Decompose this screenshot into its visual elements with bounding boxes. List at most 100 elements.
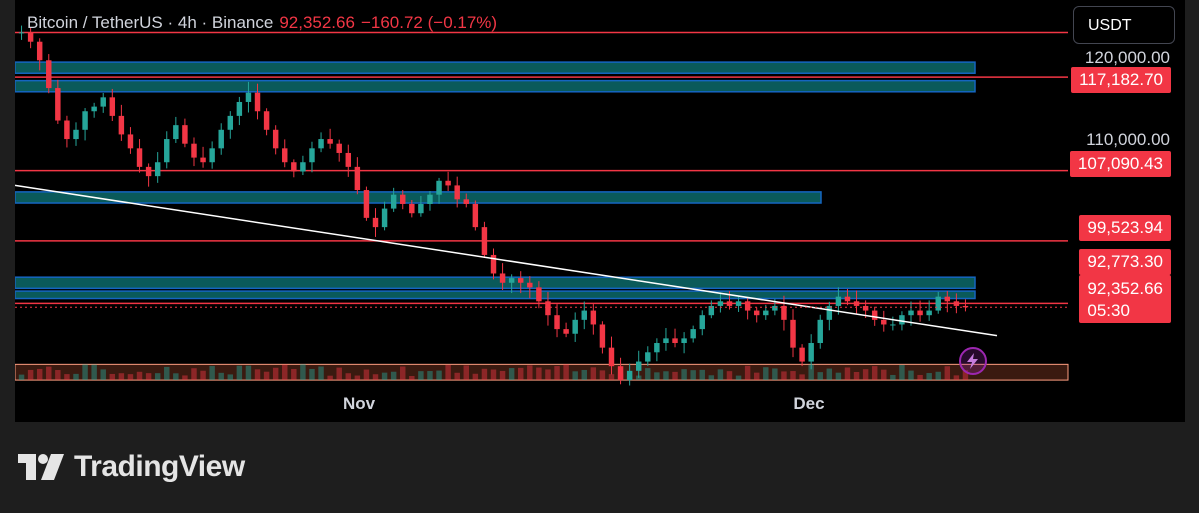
volume-bar	[345, 373, 352, 380]
candle-body	[182, 125, 188, 144]
volume-bar	[100, 369, 106, 380]
volume-bar	[690, 370, 696, 380]
candle-body	[100, 97, 106, 107]
volume-bar	[263, 371, 270, 380]
x-axis-tick-nov: Nov	[342, 394, 376, 413]
candle-body	[645, 352, 651, 362]
candle-body	[109, 97, 116, 116]
chart-panel[interactable]: Bitcoin / TetherUS · 4h · Binance 92,352.…	[15, 0, 1185, 422]
volume-bar	[73, 373, 79, 380]
candle-body	[926, 310, 932, 316]
candle-body	[191, 143, 197, 158]
volume-bar	[799, 374, 805, 380]
symbol-header: Bitcoin / TetherUS · 4h · Binance 92,352.…	[27, 13, 497, 33]
price-label-107090: 107,090.43	[1069, 151, 1171, 177]
supply-zone	[15, 276, 976, 290]
candle-body	[753, 310, 760, 316]
candle-body	[944, 296, 951, 302]
candle-body	[127, 134, 134, 149]
y-axis-tick: 120,000.00	[1084, 48, 1170, 67]
tradingview-brand[interactable]: TradingView	[18, 450, 245, 484]
candle-body	[409, 203, 415, 214]
current-price-value: 92,352.66	[1087, 279, 1163, 298]
volume-bar	[944, 366, 951, 380]
candle-body	[263, 111, 270, 130]
volume-bar	[363, 369, 370, 380]
volume-bar	[608, 374, 615, 380]
candle-body	[354, 166, 361, 191]
volume-bar	[454, 372, 460, 380]
candle-body	[554, 315, 560, 330]
candle-body	[690, 329, 696, 339]
volume-bar	[64, 374, 70, 380]
volume-bar	[953, 375, 960, 380]
volume-bar	[191, 368, 197, 380]
volume-bar	[917, 374, 923, 380]
demand-zone	[15, 363, 1069, 381]
volume-bar	[899, 364, 905, 380]
bar-countdown: 05:30	[1087, 301, 1130, 320]
volume-bar	[318, 366, 324, 380]
volume-bar	[708, 375, 715, 380]
candle-body	[917, 310, 923, 316]
volume-bar	[145, 373, 152, 380]
candle-body	[36, 41, 43, 61]
volume-bar	[508, 368, 515, 380]
candle-body	[717, 301, 724, 306]
volume-bar	[744, 365, 751, 380]
volume-bar	[490, 369, 497, 380]
trendline	[15, 184, 998, 337]
candle-body	[635, 361, 642, 371]
candle-body	[654, 343, 660, 353]
volume-bar	[354, 375, 361, 380]
lightning-bolt-icon[interactable]	[959, 347, 987, 375]
volume-bar	[672, 371, 678, 380]
candle-body	[563, 329, 569, 334]
volume-bar	[835, 372, 842, 380]
volume-bar	[617, 373, 624, 380]
candle-body	[844, 296, 851, 302]
volume-bar	[772, 368, 778, 380]
volume-bar	[182, 375, 188, 380]
volume-bar	[55, 370, 61, 380]
candle-body	[336, 143, 342, 153]
candle-body	[790, 319, 796, 348]
volume-bar	[173, 373, 179, 380]
candle-body	[136, 148, 143, 167]
volume-bar	[572, 371, 578, 380]
volume-bar	[409, 375, 415, 380]
supply-zone	[15, 61, 976, 74]
candle-body	[318, 139, 324, 149]
price-chart[interactable]	[15, 0, 1185, 422]
candle-body	[427, 194, 433, 204]
volume-bar	[962, 370, 969, 380]
volume-bar	[36, 368, 43, 380]
volume-bar	[418, 371, 424, 380]
symbol-title: Bitcoin / TetherUS · 4h · Binance	[27, 13, 274, 32]
candle-body	[64, 120, 70, 140]
supply-zone	[15, 290, 976, 300]
current-price-label: 92,352.66 05:30	[1079, 275, 1171, 323]
candle-body	[490, 254, 497, 274]
volume-bar	[381, 372, 388, 380]
candle-body	[472, 203, 479, 228]
volume-bar	[717, 369, 724, 380]
volume-bar	[82, 364, 88, 380]
volume-bar	[554, 366, 560, 380]
candle-body	[499, 273, 506, 283]
candle-body	[545, 301, 551, 316]
volume-bar	[545, 369, 551, 380]
volume-bar	[445, 364, 451, 380]
candle-body	[145, 166, 152, 177]
volume-bar	[590, 367, 597, 380]
candle-body	[327, 139, 333, 144]
candle-body	[763, 310, 769, 316]
volume-bar	[154, 373, 161, 380]
candle-body	[436, 180, 442, 195]
currency-button[interactable]: USDT	[1073, 6, 1175, 44]
volume-bar	[763, 367, 769, 380]
candle-body	[445, 180, 451, 186]
candle-body	[699, 315, 705, 330]
candle-body	[935, 296, 941, 311]
candle-body	[291, 162, 297, 172]
